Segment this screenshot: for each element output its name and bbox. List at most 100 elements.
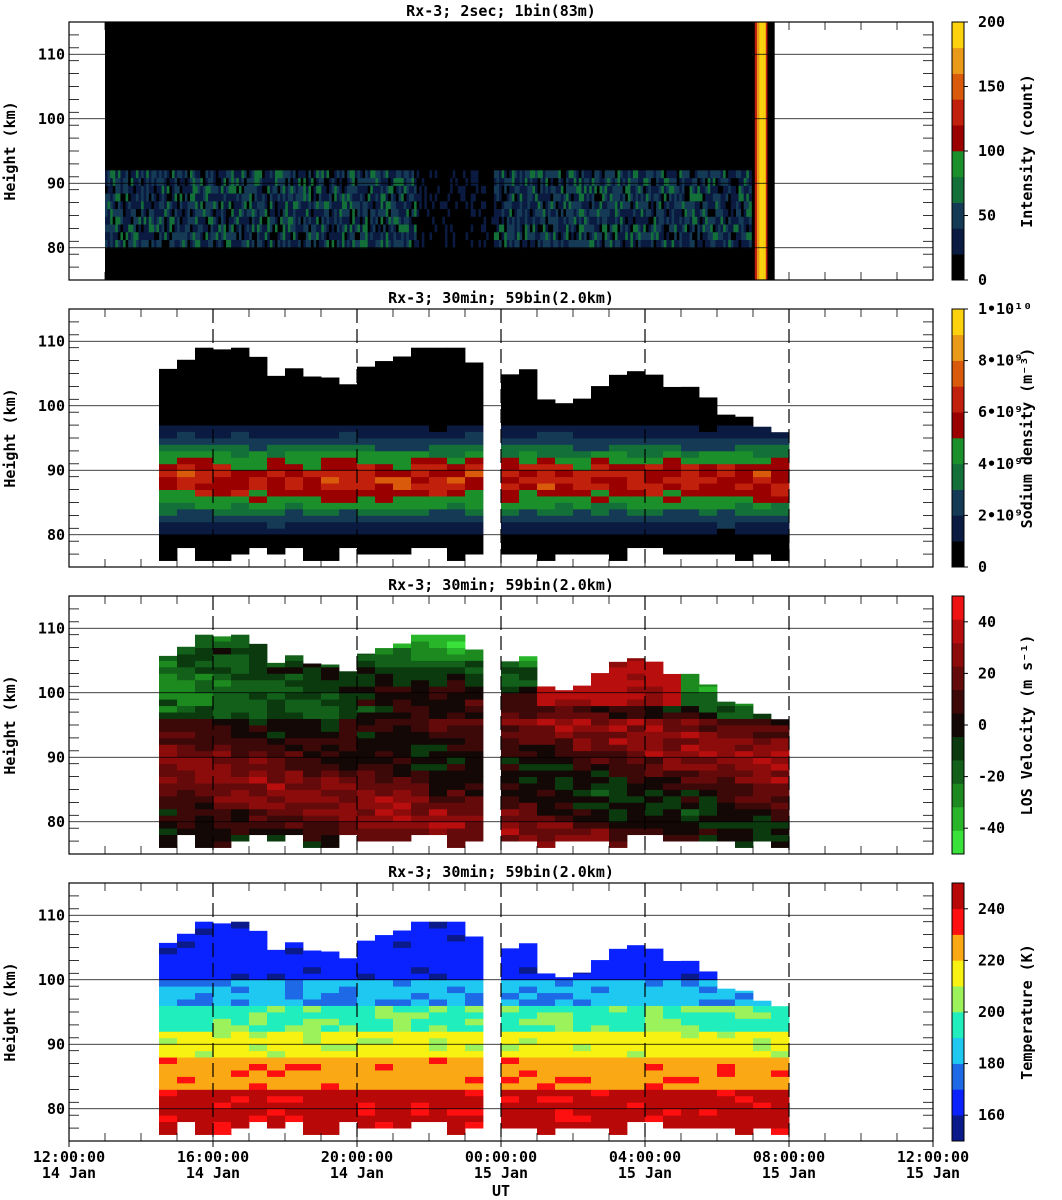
heatmap-cell xyxy=(650,201,654,210)
heatmap-cell xyxy=(717,701,736,707)
heatmap-cell xyxy=(117,224,121,233)
heatmap-cell xyxy=(462,170,466,179)
heatmap-cell xyxy=(599,178,603,187)
heatmap-cell xyxy=(465,224,469,233)
heatmap-cell xyxy=(537,209,541,218)
heatmap-cell xyxy=(519,692,538,700)
heatmap-cell xyxy=(450,216,454,225)
heatmap-cell xyxy=(375,463,394,471)
heatmap-cell xyxy=(627,201,631,210)
heatmap-cell xyxy=(669,232,672,241)
heatmap-cell xyxy=(573,534,592,542)
heatmap-cell xyxy=(609,240,613,249)
heatmap-cell xyxy=(609,789,628,797)
heatmap-cell xyxy=(411,679,430,687)
heatmap-cell xyxy=(403,170,407,179)
heatmap-cell xyxy=(123,185,127,194)
heatmap-cell xyxy=(674,209,678,218)
heatmap-cell xyxy=(375,476,394,484)
heatmap-cell xyxy=(609,438,628,445)
heatmap-cell xyxy=(241,170,245,179)
heatmap-cell xyxy=(519,776,538,784)
heatmap-cell xyxy=(663,216,667,225)
heatmap-cell xyxy=(638,185,642,194)
heatmap-cell xyxy=(614,193,618,202)
heatmap-cell xyxy=(519,209,523,218)
heatmap-cell xyxy=(645,725,664,732)
heatmap-cell xyxy=(447,725,466,732)
heatmap-cell xyxy=(321,808,340,816)
heatmap-cell xyxy=(347,240,351,249)
heatmap-cell xyxy=(365,178,369,187)
heatmap-cell xyxy=(519,508,538,516)
heatmap-cell xyxy=(499,240,503,249)
heatmap-cell xyxy=(501,731,520,739)
heatmap-cell xyxy=(128,170,132,179)
heatmap-cell xyxy=(220,193,224,202)
heatmap-cell xyxy=(388,216,392,225)
heatmap-cell xyxy=(143,201,147,210)
heatmap-cell xyxy=(159,686,178,694)
heatmap-cell xyxy=(290,201,294,210)
heatmap-cell xyxy=(429,463,448,471)
heatmap-cell xyxy=(411,821,430,829)
heatmap-cell xyxy=(645,815,664,823)
heatmap-cell xyxy=(249,367,268,374)
heatmap-cell xyxy=(501,508,520,516)
heatmap-cell xyxy=(424,201,428,210)
heatmap-cell xyxy=(699,815,718,823)
heatmap-cell xyxy=(573,457,592,465)
heatmap-cell xyxy=(159,1005,178,1013)
heatmap-cell xyxy=(177,1102,196,1110)
heatmap-cell xyxy=(195,789,214,797)
heatmap-cell xyxy=(285,386,304,394)
heatmap-cell xyxy=(231,979,250,987)
heatmap-cell xyxy=(712,178,716,187)
heatmap-cell xyxy=(231,379,250,387)
heatmap-cell xyxy=(231,354,250,361)
heatmap-cell xyxy=(195,379,214,387)
heatmap-cell xyxy=(609,783,628,790)
heatmap-cell xyxy=(177,692,196,700)
heatmap-cell xyxy=(285,757,304,765)
heatmap-cell xyxy=(375,170,379,179)
heatmap-cell xyxy=(331,201,335,210)
heatmap-cell xyxy=(573,770,592,777)
y-tick-label: 100 xyxy=(38,684,65,702)
heatmap-cell xyxy=(506,201,510,210)
heatmap-cell xyxy=(604,193,608,202)
heatmap-cell xyxy=(352,232,356,241)
heatmap-cell xyxy=(393,392,412,400)
heatmap-cell xyxy=(349,201,353,210)
heatmap-cell xyxy=(249,193,253,202)
heatmap-cell xyxy=(285,470,304,478)
heatmap-cell xyxy=(501,496,520,503)
heatmap-cell xyxy=(509,193,513,202)
heatmap-cell xyxy=(501,744,520,752)
heatmap-cell xyxy=(385,185,389,194)
heatmap-cell xyxy=(555,170,559,179)
heatmap-cell xyxy=(213,1121,232,1129)
heatmap-cell xyxy=(565,178,569,187)
heatmap-cell xyxy=(244,178,248,187)
heatmap-cell xyxy=(295,216,299,225)
heatmap-cell xyxy=(571,178,575,187)
heatmap-cell xyxy=(213,521,232,529)
heatmap-cell xyxy=(285,368,304,374)
heatmap-cell xyxy=(771,834,790,842)
heatmap-cell xyxy=(717,450,736,458)
heatmap-cell xyxy=(547,170,551,179)
heatmap-cell xyxy=(620,201,624,210)
heatmap-cell xyxy=(658,185,662,194)
heatmap-cell xyxy=(321,185,325,194)
heatmap-cell xyxy=(640,185,644,194)
heatmap-cell xyxy=(110,201,114,210)
heatmap-cell xyxy=(511,240,515,249)
heatmap-cell xyxy=(676,170,680,179)
heatmap-cell xyxy=(396,193,399,202)
heatmap-cell xyxy=(771,547,790,555)
heatmap-cell xyxy=(532,170,536,179)
heatmap-cell xyxy=(681,463,700,471)
heatmap-cell xyxy=(393,647,412,655)
heatmap-cell xyxy=(311,209,315,218)
